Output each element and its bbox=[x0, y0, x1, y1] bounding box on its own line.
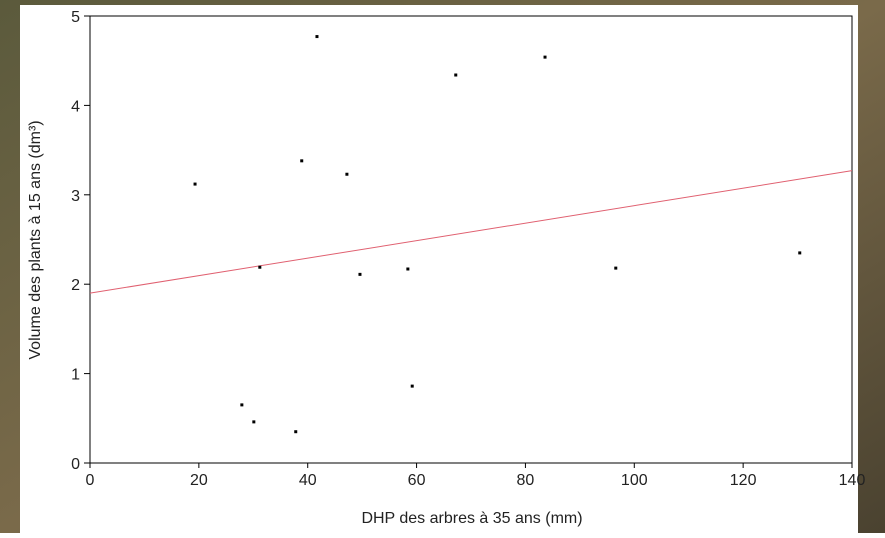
x-tick-label: 0 bbox=[86, 472, 95, 489]
y-tick-label: 2 bbox=[71, 277, 80, 294]
y-axis-label: Volume des plants à 15 ans (dm³) bbox=[27, 120, 44, 359]
x-tick-label: 120 bbox=[730, 472, 757, 489]
x-axis-label: DHP des arbres à 35 ans (mm) bbox=[361, 510, 582, 527]
point bbox=[543, 55, 547, 59]
y-tick-label: 4 bbox=[71, 98, 80, 115]
point bbox=[294, 430, 298, 434]
point bbox=[252, 420, 256, 424]
trend-line bbox=[89, 170, 853, 294]
y-tick-label: 5 bbox=[71, 9, 80, 26]
point bbox=[300, 159, 304, 163]
point bbox=[798, 251, 802, 255]
x-tick-label: 100 bbox=[621, 472, 648, 489]
point bbox=[258, 265, 262, 269]
y-tick-label: 3 bbox=[71, 188, 80, 205]
point bbox=[358, 272, 362, 276]
chart-panel bbox=[20, 5, 858, 533]
x-tick-label: 140 bbox=[839, 472, 866, 489]
point bbox=[454, 73, 458, 77]
point bbox=[410, 384, 414, 388]
y-tick-label: 1 bbox=[71, 367, 80, 384]
point bbox=[240, 403, 244, 407]
point bbox=[406, 267, 410, 271]
point bbox=[614, 266, 618, 270]
plot-frame bbox=[89, 15, 853, 464]
y-tick-label: 0 bbox=[71, 456, 80, 473]
x-tick-label: 40 bbox=[299, 472, 317, 489]
x-tick-label: 60 bbox=[408, 472, 426, 489]
x-tick-label: 20 bbox=[190, 472, 208, 489]
point bbox=[345, 172, 349, 176]
x-tick-label: 80 bbox=[517, 472, 535, 489]
point bbox=[193, 182, 197, 186]
point bbox=[315, 35, 319, 39]
